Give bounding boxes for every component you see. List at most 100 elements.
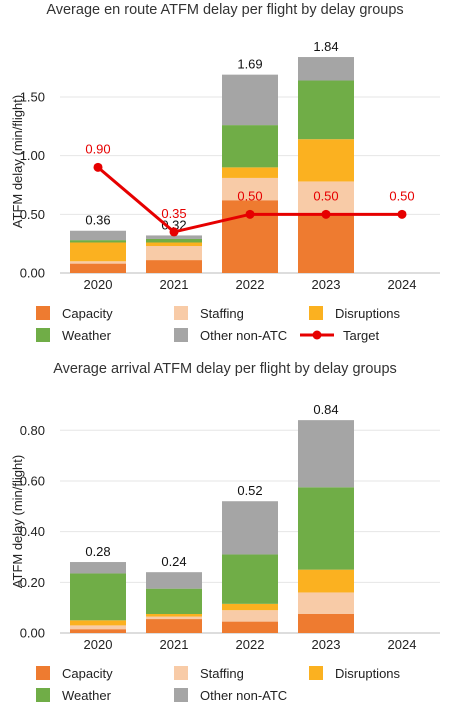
total-label: 0.32 [161, 217, 186, 232]
x-tick-label: 2021 [160, 637, 189, 652]
target-point-2022 [245, 209, 255, 219]
bar-disruptions-2020 [70, 242, 126, 262]
bar-staffing-2023 [298, 592, 354, 614]
legend-label: Other non-ATC [200, 688, 287, 703]
x-tick-label: 2023 [312, 637, 341, 652]
y-tick-label: 0.20 [20, 575, 45, 590]
bar-other-non-atc-2023 [298, 420, 354, 488]
legend-label: Disruptions [335, 306, 401, 321]
total-label: 0.36 [85, 213, 110, 228]
legend-item-weather: Weather [36, 328, 112, 343]
y-tick-label: 0.60 [20, 473, 45, 488]
legend-label: Capacity [62, 666, 113, 681]
legend-item-weather: Weather [36, 688, 112, 703]
y-tick-label: 0.50 [20, 207, 45, 222]
legend-label: Staffing [200, 306, 244, 321]
bar-disruptions-2022 [222, 167, 278, 178]
bar-other-non-atc-2023 [298, 57, 354, 81]
chart-title: Average en route ATFM delay per flight b… [46, 2, 403, 18]
y-tick-label: 0.00 [20, 626, 45, 641]
legend-swatch [36, 666, 50, 680]
legend-item-other-non-atc: Other non-ATC [174, 328, 287, 343]
legend-label: Capacity [62, 306, 113, 321]
legend-item-staffing: Staffing [174, 666, 244, 681]
total-label: 0.52 [237, 483, 262, 498]
x-tick-label: 2022 [236, 637, 265, 652]
bar-staffing-2023 [298, 181, 354, 215]
bar-capacity-2023 [298, 613, 354, 633]
y-tick-label: 0.40 [20, 524, 45, 539]
total-label: 1.69 [237, 57, 262, 72]
total-label: 0.28 [85, 544, 110, 559]
legend-label: Target [343, 328, 380, 343]
en-route-delay-chart: Average en route ATFM delay per flight b… [10, 2, 440, 343]
bar-disruptions-2020 [70, 620, 126, 626]
legend-swatch [36, 688, 50, 702]
target-label: 0.50 [313, 188, 338, 203]
legend-swatch [174, 688, 188, 702]
target-point-2024 [397, 209, 407, 219]
bar-other-non-atc-2021 [146, 572, 202, 589]
y-tick-label: 0.80 [20, 423, 45, 438]
x-tick-label: 2021 [160, 277, 189, 292]
bar-weather-2023 [298, 487, 354, 570]
y-tick-label: 1.00 [20, 148, 45, 163]
bar-capacity-2021 [146, 260, 202, 273]
legend-item-staffing: Staffing [174, 306, 244, 321]
target-label: 0.50 [389, 188, 414, 203]
bar-capacity-2023 [298, 214, 354, 273]
bar-weather-2021 [146, 238, 202, 243]
bar-other-non-atc-2020 [70, 562, 126, 574]
legend-item-disruptions: Disruptions [309, 666, 401, 681]
legend-item-target: Target [300, 328, 380, 343]
bar-disruptions-2022 [222, 603, 278, 611]
bar-other-non-atc-2022 [222, 74, 278, 126]
legend-swatch [36, 306, 50, 320]
legend-label: Staffing [200, 666, 244, 681]
legend-label: Weather [62, 688, 112, 703]
bar-other-non-atc-2022 [222, 501, 278, 555]
bar-disruptions-2021 [146, 242, 202, 247]
bar-weather-2023 [298, 80, 354, 140]
bar-disruptions-2023 [298, 569, 354, 593]
bar-staffing-2022 [222, 177, 278, 201]
x-tick-label: 2023 [312, 277, 341, 292]
legend-swatch [174, 666, 188, 680]
bar-staffing-2022 [222, 610, 278, 622]
y-tick-label: 1.50 [20, 89, 45, 104]
bar-staffing-2020 [70, 625, 126, 630]
bar-disruptions-2021 [146, 613, 202, 617]
legend-swatch [36, 328, 50, 342]
legend-swatch [174, 328, 188, 342]
x-tick-label: 2020 [84, 277, 113, 292]
x-tick-label: 2020 [84, 637, 113, 652]
bar-capacity-2020 [70, 263, 126, 273]
legend-marker [312, 330, 322, 340]
arrival-delay-chart: Average arrival ATFM delay per flight by… [10, 361, 440, 703]
x-tick-label: 2022 [236, 277, 265, 292]
legend-item-disruptions: Disruptions [309, 306, 401, 321]
target-label: 0.90 [85, 141, 110, 156]
legend-swatch [309, 306, 323, 320]
y-axis-label: ATFM delay (min/flight) [10, 455, 25, 588]
target-point-2021 [169, 227, 179, 237]
target-point-2023 [321, 209, 331, 219]
bar-capacity-2022 [222, 621, 278, 633]
legend-swatch [309, 666, 323, 680]
x-tick-label: 2024 [388, 637, 417, 652]
bar-capacity-2021 [146, 619, 202, 633]
bar-weather-2022 [222, 125, 278, 168]
bar-weather-2021 [146, 588, 202, 614]
bar-staffing-2020 [70, 261, 126, 264]
bar-disruptions-2023 [298, 139, 354, 182]
legend-item-capacity: Capacity [36, 306, 113, 321]
target-label: 0.35 [161, 206, 186, 221]
bar-staffing-2021 [146, 616, 202, 620]
target-point-2020 [93, 162, 103, 172]
bar-weather-2022 [222, 554, 278, 604]
total-label: 0.24 [161, 554, 186, 569]
legend-item-capacity: Capacity [36, 666, 113, 681]
legend-label: Other non-ATC [200, 328, 287, 343]
y-axis-label: ATFM delay (min/flight) [10, 95, 25, 228]
